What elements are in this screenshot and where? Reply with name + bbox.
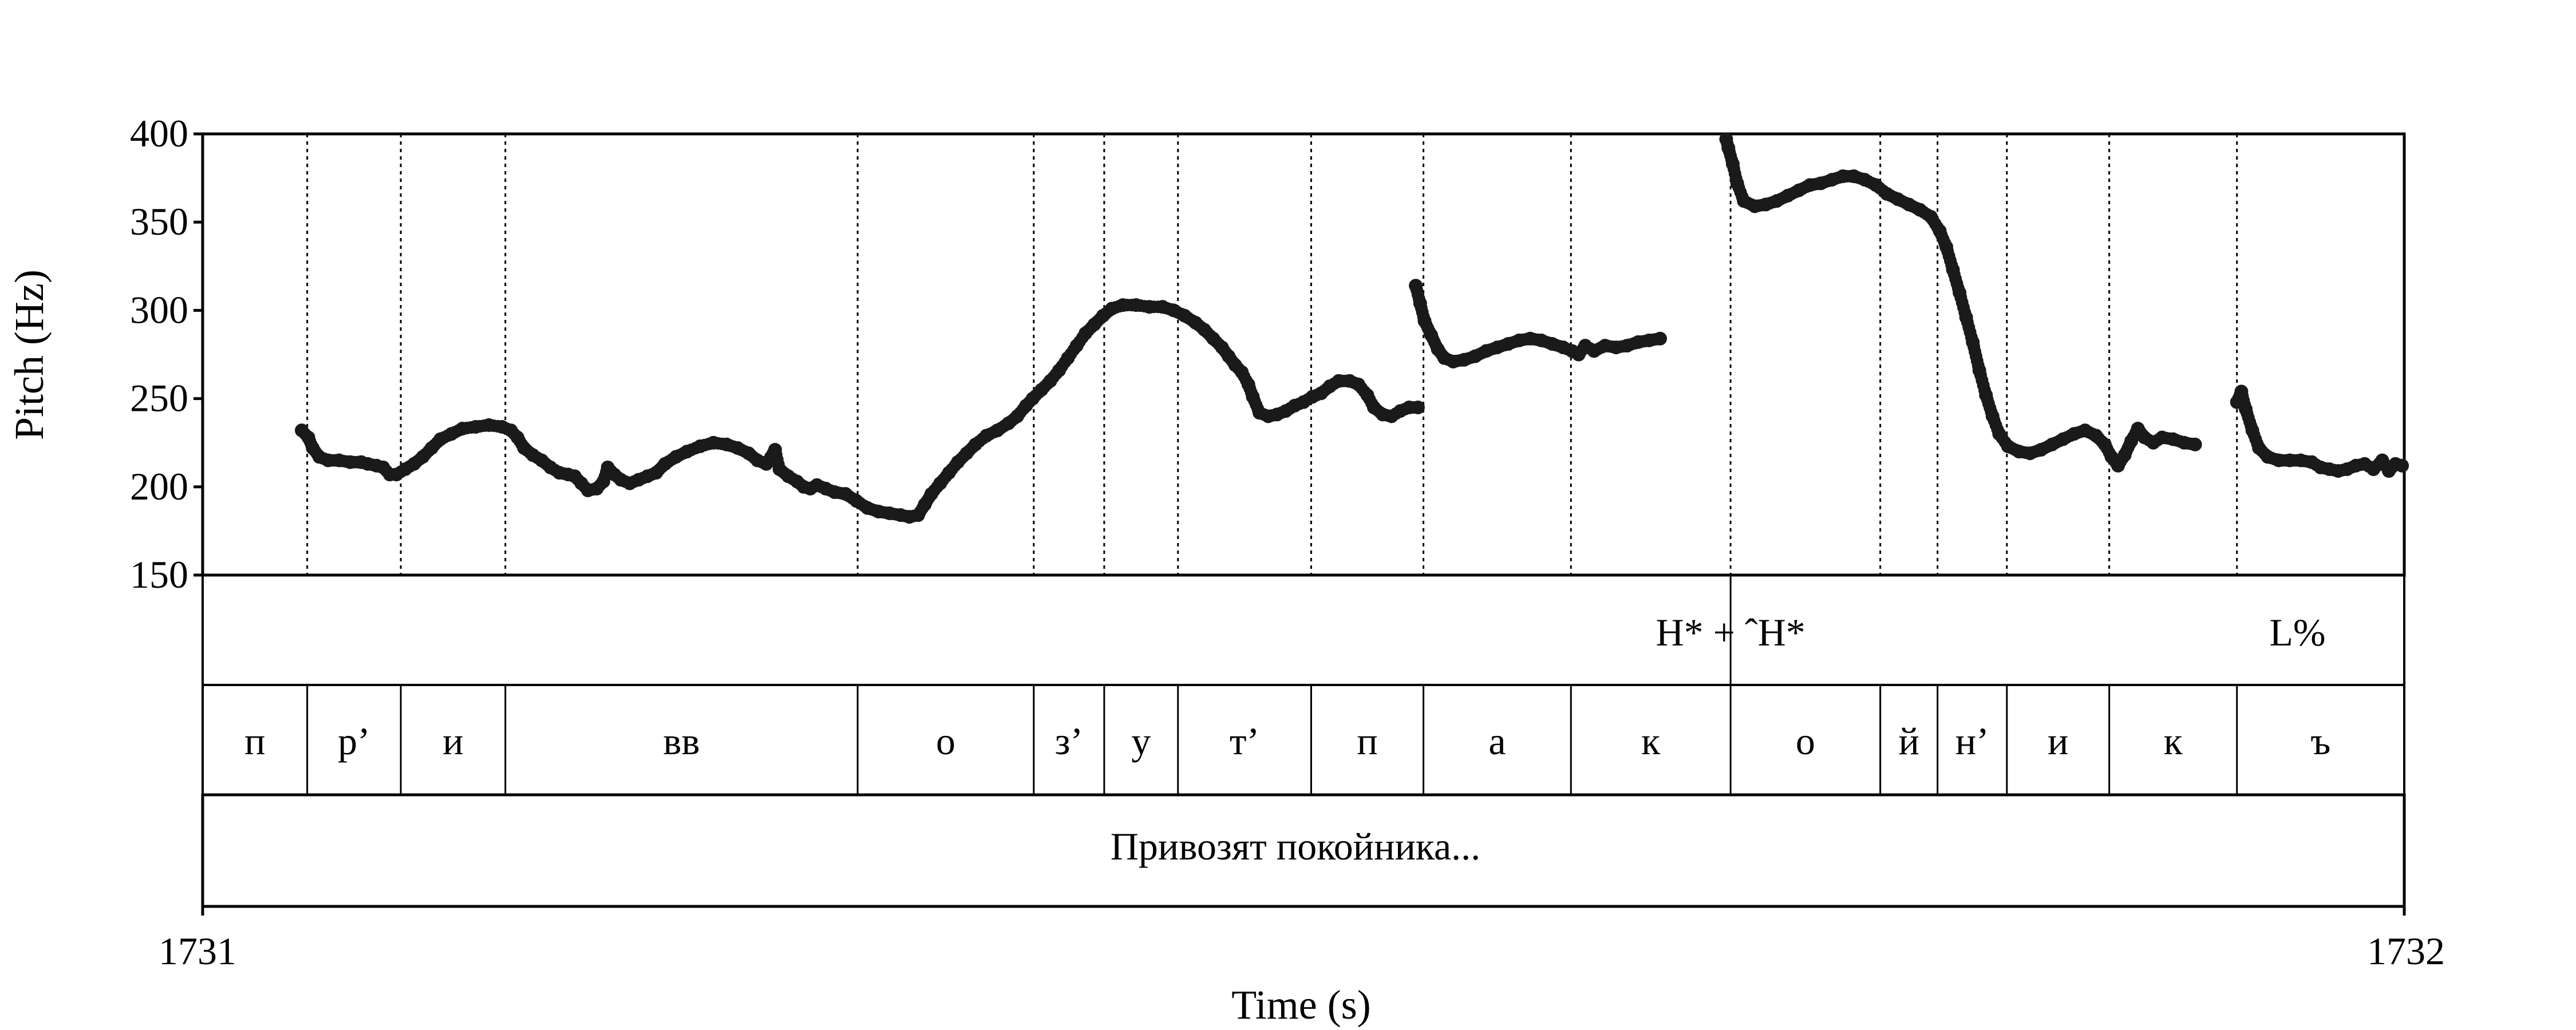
segment-label: к [2164,719,2183,763]
y-tick-label: 300 [130,288,188,331]
segment-label: у [1131,719,1151,763]
annotation-tiers: H* + ˆH* L% п р’ и вв о з’ у т’ п а к о й н’ и к ъ Привоз… [201,574,2406,908]
pitch-point [2188,437,2202,451]
segment-label: н’ [1955,719,1989,763]
segment-label: и [2048,719,2068,763]
segment-label: о [936,719,955,763]
x-tick-label-1732: 1732 [2367,929,2445,973]
segment-label: и [442,719,463,763]
segment-label: п [244,719,265,763]
plot-frame [201,132,2406,577]
segment-label: вв [663,719,700,763]
sentence-label: Привозят покойника... [1111,825,1480,868]
y-tick-label: 250 [130,377,188,420]
pitch-contour-points [295,132,2409,524]
segment-tier [202,684,2405,796]
tone-label: H* + ˆH* [1656,611,1805,654]
segment-label: з’ [1055,719,1084,763]
tone-label: L% [2269,611,2325,654]
segment-tier-content: п р’ и вв о з’ у т’ п а к о й н’ и к ъ [244,685,2330,795]
segment-divider-lines [306,134,2238,575]
pitch-point [2395,458,2409,473]
tone-tier [202,574,2405,686]
pitch-point [1411,401,1425,415]
y-axis-ticks: 150 200 250 300 350 400 [130,112,203,596]
x-tick-label-1731: 1731 [159,929,236,973]
y-tick-label: 350 [130,200,188,243]
segment-label: о [1796,719,1815,763]
segment-label: т’ [1230,719,1259,763]
segment-label: р’ [338,719,370,763]
y-tick-label: 200 [130,465,188,508]
pitch-point [1653,331,1668,346]
y-tick-label: 150 [130,553,188,596]
y-tick-label: 400 [130,112,188,155]
tone-tier-content: H* + ˆH* L% [1656,575,2326,685]
segment-label: а [1488,719,1506,763]
segment-label: п [1357,719,1377,763]
plot-area-group [201,132,2406,577]
x-axis-label: Time (s) [1231,982,1370,1028]
sentence-tier [201,793,2406,908]
segment-label: ъ [2310,719,2330,763]
segment-label: к [1641,719,1661,763]
y-axis-label: Pitch (Hz) [6,270,52,440]
segment-label: й [1898,719,1919,763]
x-axis: 1731 1732 Time (s) [159,906,2445,1028]
